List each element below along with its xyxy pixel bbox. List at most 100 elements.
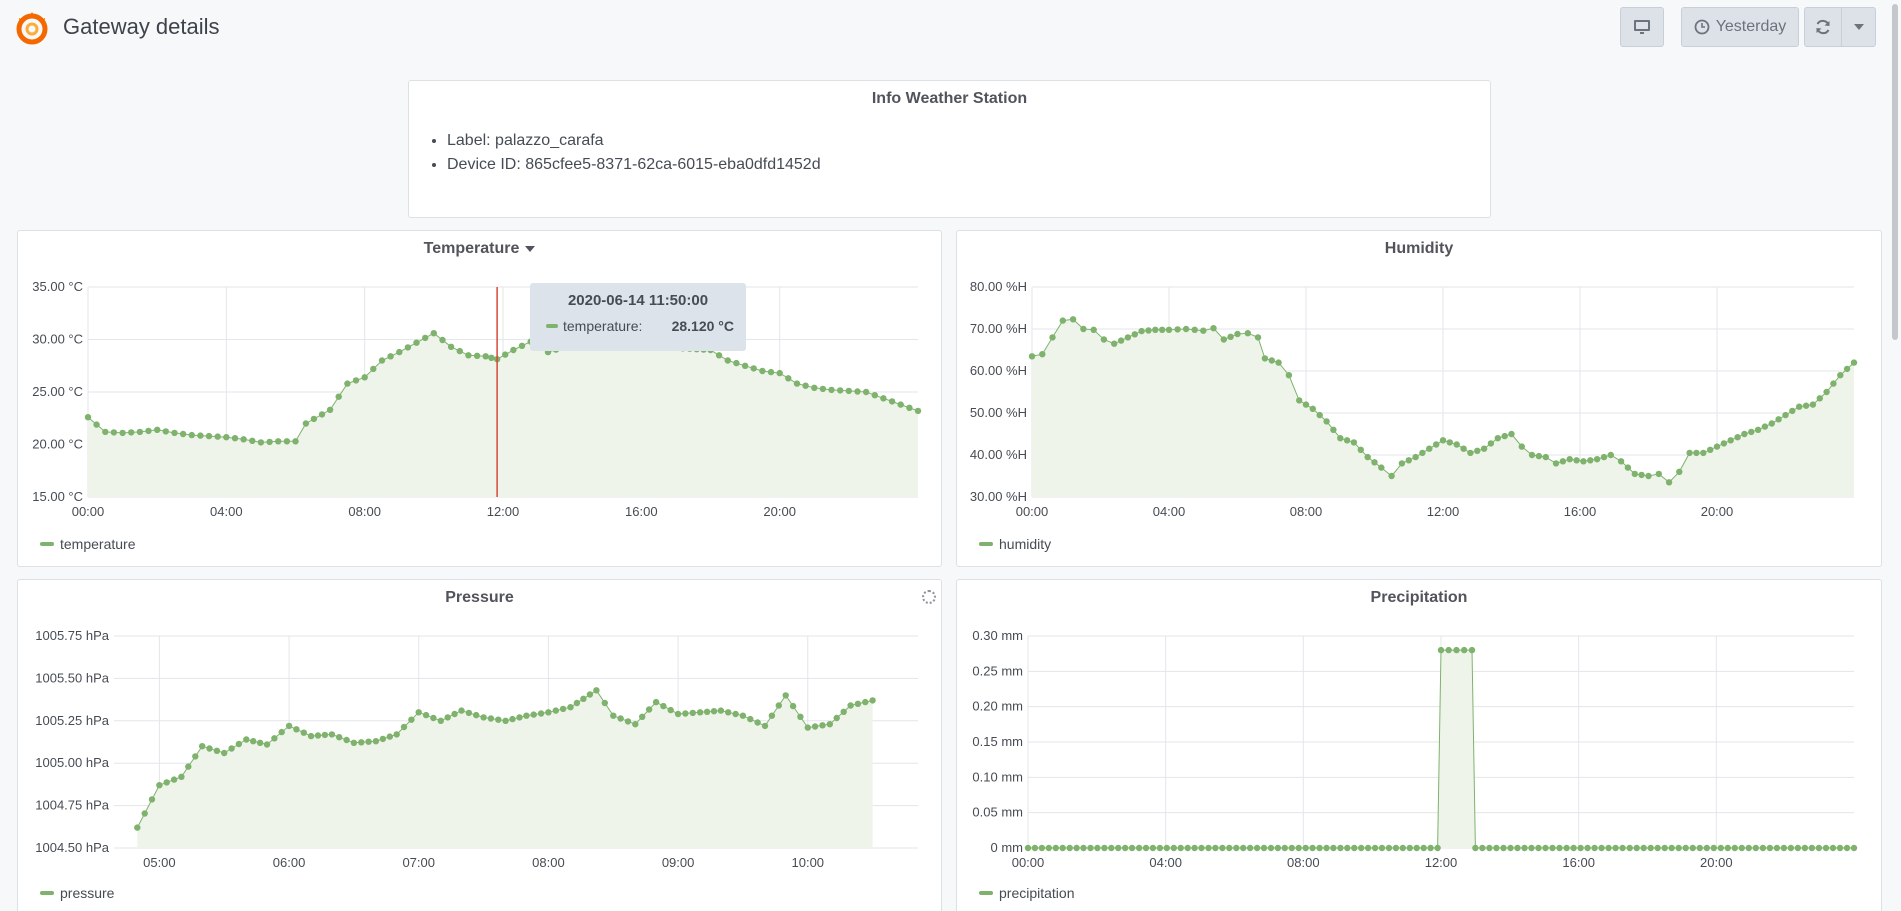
x-tick-label: 04:00 [1153,504,1186,519]
precipitation-panel: Precipitation 0.30 mm 0.25 mm 0.20 mm 0.15 … [956,579,1882,911]
data-point [205,432,213,440]
data-point [134,824,141,831]
pressure-chart[interactable]: 1005.75 hPa 1005.50 hPa 1005.25 hPa 1005.00… [18,580,943,911]
scrollbar-thumb[interactable] [1892,4,1898,340]
data-point [1552,460,1560,467]
data-point [1426,445,1433,452]
temperature-legend[interactable]: temperature [40,536,135,552]
precipitation-chart[interactable]: 0.30 mm 0.25 mm 0.20 mm 0.15 mm 0.10 mm 0.05 … [957,580,1883,911]
pressure-legend[interactable]: pressure [40,885,114,901]
data-point [1619,844,1626,852]
data-point [567,704,574,711]
data-point [250,738,257,745]
temperature-chart[interactable]: 35.00 °C 30.00 °C 25.00 °C 20.00 °C 15.00 °C… [18,231,943,568]
data-point [1066,844,1073,852]
data-point [188,431,195,439]
data-point [1080,325,1087,333]
data-point [869,697,876,704]
y-tick-label: 0.25 mm [972,663,1023,678]
temperature-panel-title[interactable]: Temperature [18,240,941,258]
data-point [1069,316,1077,323]
data-point [415,709,422,716]
data-point [482,353,489,360]
data-point [1226,844,1233,852]
data-point [1274,844,1282,852]
data-point [1600,453,1608,461]
data-point [1837,372,1844,379]
data-point [1111,340,1118,347]
precipitation-legend[interactable]: precipitation [979,885,1075,901]
data-point [1633,844,1640,852]
data-point [1337,435,1344,442]
data-point [509,715,516,723]
data-point [1220,336,1227,343]
data-point [358,739,365,746]
refresh-interval-dropdown[interactable] [1841,7,1876,47]
data-point [1598,844,1605,852]
data-point [386,733,393,740]
data-point [1024,844,1032,852]
grafana-logo-icon[interactable] [14,10,50,46]
data-point [1731,844,1738,852]
humidity-legend[interactable]: humidity [979,536,1051,552]
data-point [761,722,769,730]
legend-swatch [40,542,54,546]
data-point [580,695,587,702]
y-tick-label: 15.00 °C [32,489,83,504]
data-point [871,392,878,399]
data-point [1371,459,1378,466]
pressure-panel-title[interactable]: Pressure [445,589,514,606]
panel-menu-caret-icon[interactable] [525,245,536,252]
data-point [840,708,847,715]
data-point [1789,407,1796,415]
data-point [1323,844,1330,852]
data-point [1142,844,1150,852]
data-point [1754,426,1762,433]
data-point [292,438,299,445]
data-point [819,385,827,393]
humidity-chart[interactable]: 80.00 %H 70.00 %H 60.00 %H 50.00 %H 40.00 %H… [957,231,1883,568]
data-point [128,429,135,436]
y-tick-label: 35.00 °C [32,279,83,294]
refresh-button[interactable] [1804,7,1842,47]
data-point [1802,402,1810,409]
data-point [275,438,282,445]
data-point [826,721,833,728]
precipitation-panel-title[interactable]: Precipitation [1370,589,1468,606]
data-point [624,718,632,725]
x-tick-label: 12:00 [1427,504,1460,519]
x-tick-label: 06:00 [273,855,306,870]
info-panel-title[interactable]: Info Weather Station [871,90,1028,107]
tooltip-series-label: temperature: [563,318,643,334]
data-point [552,707,559,714]
tv-mode-button[interactable] [1620,7,1664,47]
data-point [1843,844,1851,852]
data-point [1302,844,1309,852]
page-scrollbar[interactable] [1889,0,1901,911]
series-area-fill [137,690,873,848]
data-point [171,429,178,437]
data-point [1638,471,1645,479]
data-point [888,398,896,405]
y-tick-label: 30.00 %H [970,489,1027,504]
data-point [739,712,747,719]
data-point [1156,844,1164,852]
data-point [1787,844,1795,852]
dashboard-title[interactable]: Gateway details [63,14,220,39]
legend-swatch [979,891,993,895]
data-point [682,710,689,717]
data-point [845,387,852,395]
x-tick-label: 00:00 [1012,855,1045,870]
y-tick-label: 0.05 mm [972,805,1023,820]
data-point [601,699,608,707]
data-point [1593,456,1601,463]
time-picker-button[interactable]: Yesterday [1681,7,1799,47]
data-point [1388,472,1395,480]
x-tick-label: 00:00 [72,504,105,519]
data-point [1254,334,1262,341]
data-point [1108,844,1115,852]
data-point [1316,411,1323,419]
data-point [1752,844,1759,852]
humidity-panel-title[interactable]: Humidity [1384,240,1454,257]
data-point [804,724,811,731]
